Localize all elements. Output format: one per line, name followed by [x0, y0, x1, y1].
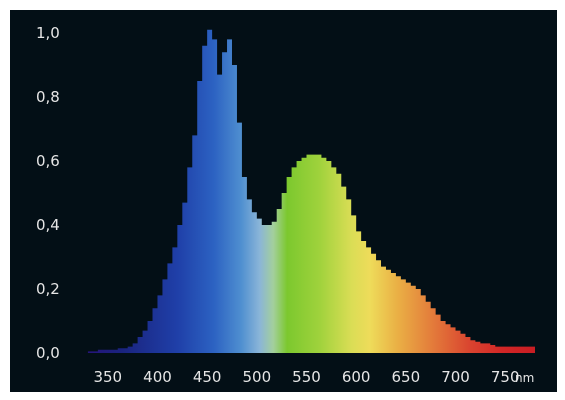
x-tick-label: 650 [392, 368, 421, 386]
x-tick-labels: 350 400 450 500 550 600 650 700 750 [93, 368, 519, 386]
y-tick-label: 0,4 [36, 216, 60, 234]
y-tick-labels: 0,0 0,2 0,4 0,6 0,8 1,0 [36, 24, 60, 362]
spectrum-area-group [78, 29, 535, 354]
x-tick-label: 400 [143, 368, 172, 386]
x-tick-label: 450 [193, 368, 222, 386]
y-tick-label: 0,0 [36, 344, 60, 362]
y-tick-label: 0,8 [36, 88, 60, 106]
spectrum-chart: 0,0 0,2 0,4 0,6 0,8 1,0 350 400 450 500 550 600 650… [36, 24, 535, 386]
y-tick-label: 0,6 [36, 152, 60, 170]
x-tick-label: 750 [491, 368, 520, 386]
x-tick-label: 350 [93, 368, 122, 386]
x-unit-label: nm [515, 371, 534, 385]
y-tick-label: 0,2 [36, 280, 60, 298]
x-tick-label: 700 [441, 368, 470, 386]
chart-frame: 0,0 0,2 0,4 0,6 0,8 1,0 350 400 450 500 550 600 650… [10, 10, 557, 392]
spectrum-area [78, 29, 535, 354]
x-tick-label: 500 [243, 368, 272, 386]
x-tick-label: 600 [342, 368, 371, 386]
x-tick-label: 550 [292, 368, 321, 386]
y-tick-label: 1,0 [36, 24, 60, 42]
